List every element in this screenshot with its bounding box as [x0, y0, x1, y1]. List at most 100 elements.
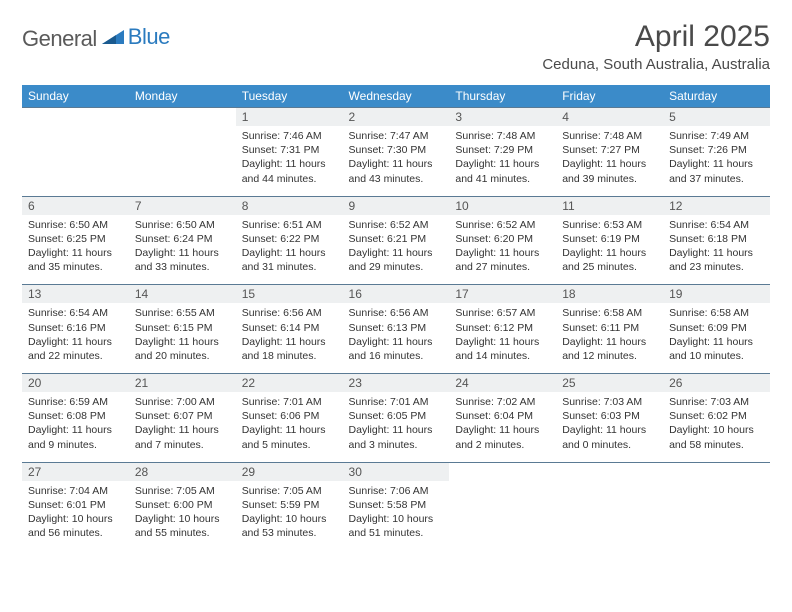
- day-number: 27: [28, 465, 41, 479]
- content-row: Sunrise: 7:46 AMSunset: 7:31 PMDaylight:…: [22, 126, 770, 196]
- day-number: 2: [349, 110, 356, 124]
- sunset-text: Sunset: 6:05 PM: [349, 409, 444, 423]
- logo-word2: Blue: [128, 24, 170, 50]
- sunrise-text: Sunrise: 6:50 AM: [135, 218, 230, 232]
- day-number: 12: [669, 199, 682, 213]
- day-number-cell: [129, 108, 236, 127]
- daylight-text: Daylight: 11 hours and 16 minutes.: [349, 335, 444, 363]
- daylight-text: Daylight: 11 hours and 12 minutes.: [562, 335, 657, 363]
- daylight-text: Daylight: 10 hours and 56 minutes.: [28, 512, 123, 540]
- day-number: 4: [562, 110, 569, 124]
- daylight-text: Daylight: 11 hours and 10 minutes.: [669, 335, 764, 363]
- daylight-text: Daylight: 11 hours and 44 minutes.: [242, 157, 337, 185]
- day-content-cell: Sunrise: 6:58 AMSunset: 6:09 PMDaylight:…: [663, 303, 770, 373]
- day-number: 6: [28, 199, 35, 213]
- sunrise-text: Sunrise: 7:49 AM: [669, 129, 764, 143]
- sunset-text: Sunset: 6:03 PM: [562, 409, 657, 423]
- logo-triangle-icon: [102, 30, 124, 49]
- daylight-text: Daylight: 11 hours and 33 minutes.: [135, 246, 230, 274]
- daylight-text: Daylight: 11 hours and 29 minutes.: [349, 246, 444, 274]
- page-header: General Blue April 2025 Ceduna, South Au…: [22, 20, 770, 73]
- sunrise-text: Sunrise: 6:50 AM: [28, 218, 123, 232]
- sunrise-text: Sunrise: 6:56 AM: [242, 306, 337, 320]
- calendar-table: Sunday Monday Tuesday Wednesday Thursday…: [22, 85, 770, 550]
- day-number-cell: [22, 108, 129, 127]
- sunrise-text: Sunrise: 7:00 AM: [135, 395, 230, 409]
- sunset-text: Sunset: 7:30 PM: [349, 143, 444, 157]
- day-header: Saturday: [663, 85, 770, 108]
- sunrise-text: Sunrise: 6:58 AM: [562, 306, 657, 320]
- day-number: 14: [135, 287, 148, 301]
- day-number: 18: [562, 287, 575, 301]
- day-content-cell: Sunrise: 7:01 AMSunset: 6:05 PMDaylight:…: [343, 392, 450, 462]
- day-content-cell: Sunrise: 6:56 AMSunset: 6:13 PMDaylight:…: [343, 303, 450, 373]
- sunrise-text: Sunrise: 6:53 AM: [562, 218, 657, 232]
- day-header: Friday: [556, 85, 663, 108]
- day-header: Thursday: [449, 85, 556, 108]
- day-number: 7: [135, 199, 142, 213]
- day-number: 21: [135, 376, 148, 390]
- day-number-cell: 22: [236, 374, 343, 393]
- day-content-cell: Sunrise: 6:50 AMSunset: 6:25 PMDaylight:…: [22, 215, 129, 285]
- day-number-cell: 12: [663, 196, 770, 215]
- month-title: April 2025: [542, 20, 770, 54]
- sunset-text: Sunset: 6:01 PM: [28, 498, 123, 512]
- day-number-cell: 16: [343, 285, 450, 304]
- day-number: 15: [242, 287, 255, 301]
- sunrise-text: Sunrise: 6:56 AM: [349, 306, 444, 320]
- day-number: 22: [242, 376, 255, 390]
- daylight-text: Daylight: 11 hours and 41 minutes.: [455, 157, 550, 185]
- daylight-text: Daylight: 11 hours and 37 minutes.: [669, 157, 764, 185]
- sunset-text: Sunset: 6:14 PM: [242, 321, 337, 335]
- day-number-cell: 30: [343, 462, 450, 481]
- day-number-cell: 13: [22, 285, 129, 304]
- day-content-cell: Sunrise: 6:50 AMSunset: 6:24 PMDaylight:…: [129, 215, 236, 285]
- daylight-text: Daylight: 11 hours and 25 minutes.: [562, 246, 657, 274]
- sunset-text: Sunset: 6:12 PM: [455, 321, 550, 335]
- daylight-text: Daylight: 11 hours and 18 minutes.: [242, 335, 337, 363]
- day-number-cell: 5: [663, 108, 770, 127]
- day-content-cell: [556, 481, 663, 551]
- sunrise-text: Sunrise: 7:06 AM: [349, 484, 444, 498]
- day-number-cell: 23: [343, 374, 450, 393]
- sunset-text: Sunset: 6:08 PM: [28, 409, 123, 423]
- sunrise-text: Sunrise: 6:51 AM: [242, 218, 337, 232]
- calendar-body: 12 34 5Sunrise: 7:46 AMSunset: 7:31 PMDayl…: [22, 108, 770, 551]
- daylight-text: Daylight: 10 hours and 53 minutes.: [242, 512, 337, 540]
- sunset-text: Sunset: 6:04 PM: [455, 409, 550, 423]
- day-number: 23: [349, 376, 362, 390]
- daylight-text: Daylight: 11 hours and 22 minutes.: [28, 335, 123, 363]
- day-number-cell: 3: [449, 108, 556, 127]
- day-content-cell: Sunrise: 6:58 AMSunset: 6:11 PMDaylight:…: [556, 303, 663, 373]
- day-content-cell: Sunrise: 7:47 AMSunset: 7:30 PMDaylight:…: [343, 126, 450, 196]
- sunrise-text: Sunrise: 7:02 AM: [455, 395, 550, 409]
- day-header-row: Sunday Monday Tuesday Wednesday Thursday…: [22, 85, 770, 108]
- day-number-cell: 20: [22, 374, 129, 393]
- day-content-cell: Sunrise: 7:02 AMSunset: 6:04 PMDaylight:…: [449, 392, 556, 462]
- day-content-cell: Sunrise: 6:59 AMSunset: 6:08 PMDaylight:…: [22, 392, 129, 462]
- sunset-text: Sunset: 7:26 PM: [669, 143, 764, 157]
- daylight-text: Daylight: 10 hours and 51 minutes.: [349, 512, 444, 540]
- day-header: Sunday: [22, 85, 129, 108]
- daylight-text: Daylight: 11 hours and 27 minutes.: [455, 246, 550, 274]
- sunset-text: Sunset: 6:18 PM: [669, 232, 764, 246]
- daylight-text: Daylight: 11 hours and 7 minutes.: [135, 423, 230, 451]
- content-row: Sunrise: 7:04 AMSunset: 6:01 PMDaylight:…: [22, 481, 770, 551]
- day-number: 24: [455, 376, 468, 390]
- day-number: 8: [242, 199, 249, 213]
- day-number: 29: [242, 465, 255, 479]
- day-number: 26: [669, 376, 682, 390]
- daylight-text: Daylight: 11 hours and 0 minutes.: [562, 423, 657, 451]
- day-number: 16: [349, 287, 362, 301]
- sunrise-text: Sunrise: 7:03 AM: [669, 395, 764, 409]
- day-number: 30: [349, 465, 362, 479]
- day-content-cell: Sunrise: 7:01 AMSunset: 6:06 PMDaylight:…: [236, 392, 343, 462]
- sunset-text: Sunset: 6:06 PM: [242, 409, 337, 423]
- day-content-cell: Sunrise: 7:05 AMSunset: 5:59 PMDaylight:…: [236, 481, 343, 551]
- sunrise-text: Sunrise: 7:05 AM: [135, 484, 230, 498]
- day-number-cell: 2: [343, 108, 450, 127]
- daylight-text: Daylight: 11 hours and 2 minutes.: [455, 423, 550, 451]
- daylight-text: Daylight: 11 hours and 43 minutes.: [349, 157, 444, 185]
- sunrise-text: Sunrise: 7:01 AM: [242, 395, 337, 409]
- sunset-text: Sunset: 6:24 PM: [135, 232, 230, 246]
